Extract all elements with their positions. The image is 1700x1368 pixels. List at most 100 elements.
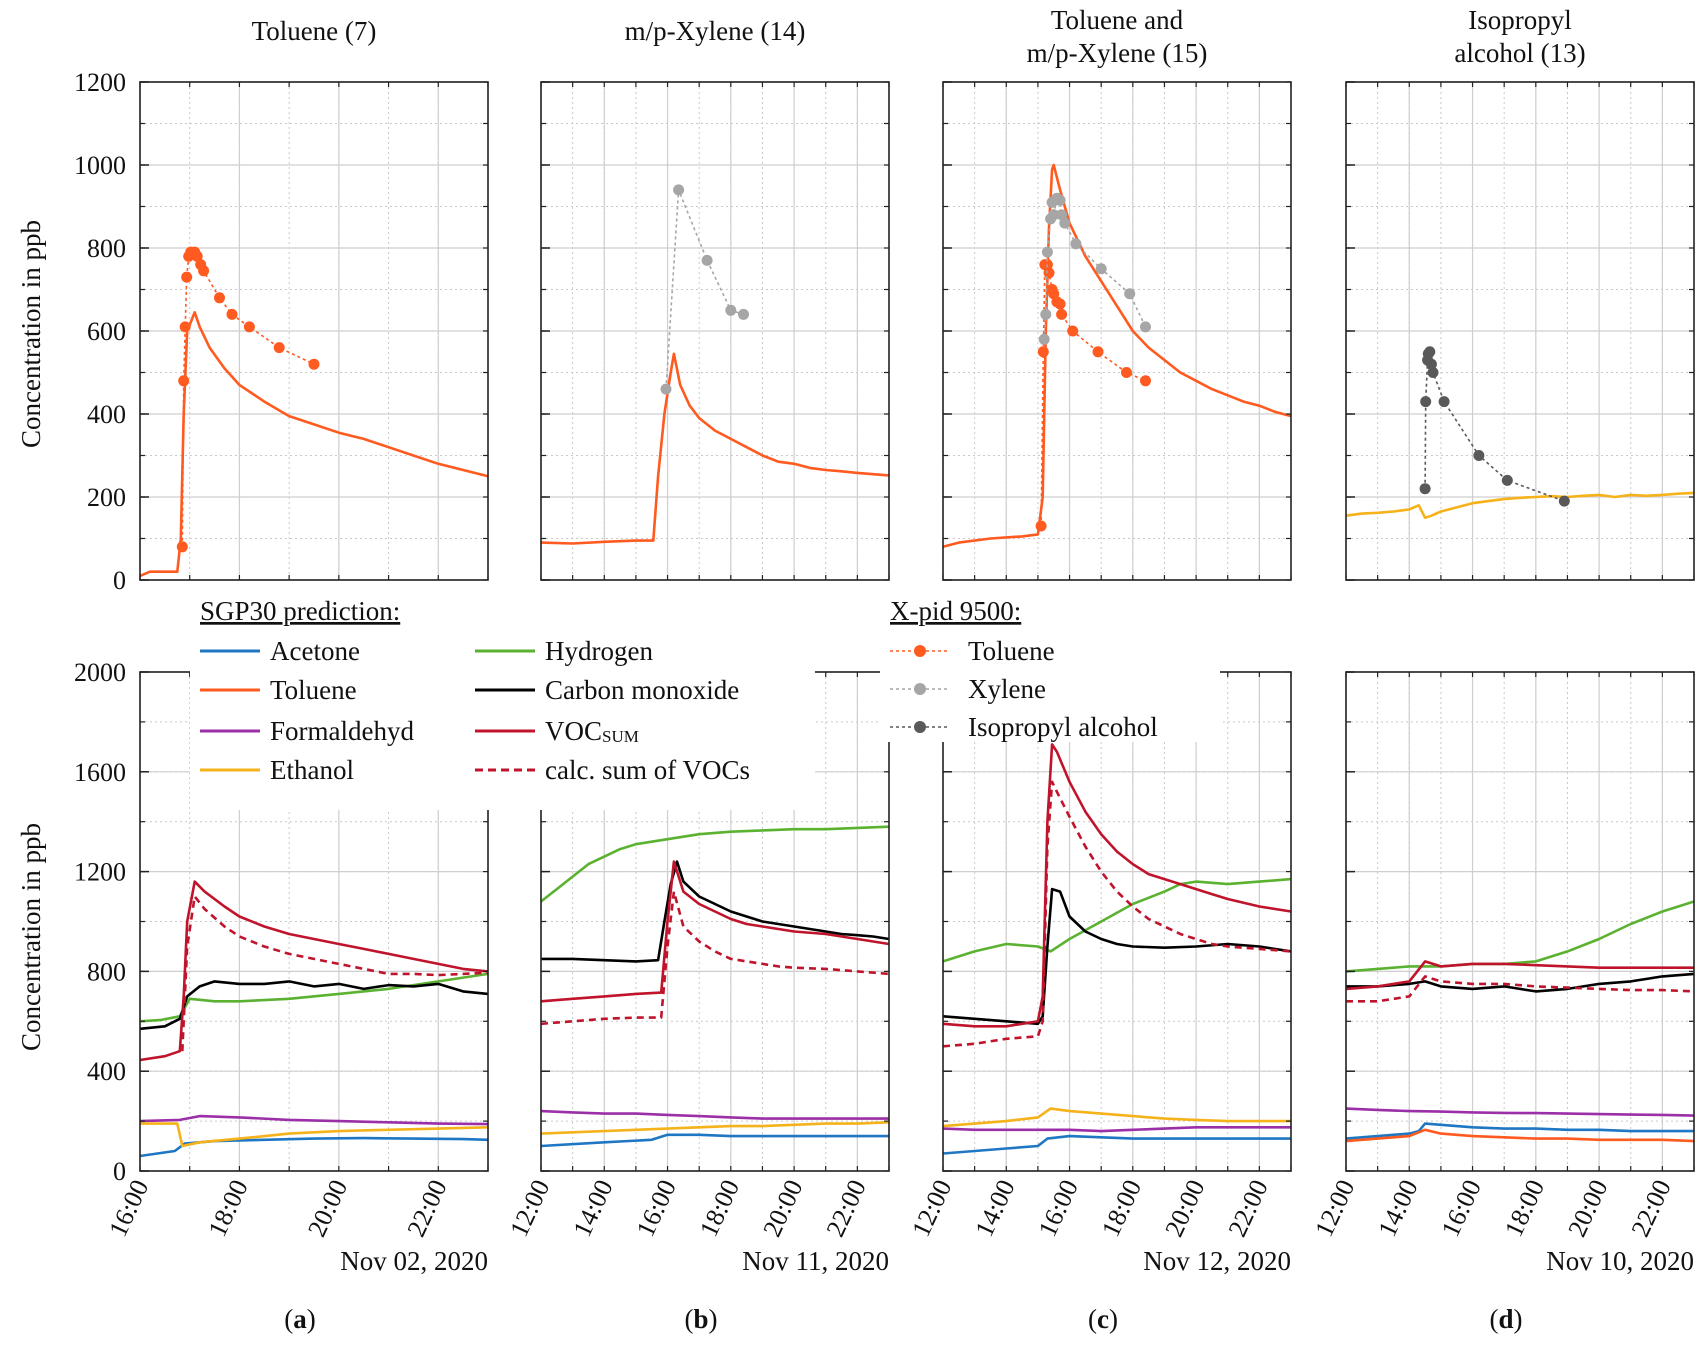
y-tick-label-a-top: 0 [113,566,126,595]
legend-label-hydrogen: Hydrogen [545,636,653,666]
series-x-pid-isopropyl-alcohol-d-top-marker [1473,450,1485,461]
chart-title-d: alcohol (13) [1454,38,1585,68]
series-voc-sum-c-bottom [942,743,1292,1028]
x-tick-label-d-bottom: 18:00 [1499,1175,1550,1241]
series-x-pid-isopropyl-alcohol-d-top-marker [1425,358,1437,370]
panel-letter-paren: ) [1514,1304,1523,1334]
series-voc-sum-d-bottom [1345,960,1694,991]
x-tick-label-c-bottom: 14:00 [969,1175,1020,1241]
panel-letter-d: (d) [1489,1304,1522,1334]
series-x-pid-xylene-c-top-marker [1048,209,1060,221]
x-tick-label-a-bottom: 20:00 [302,1175,353,1241]
series-x-pid-isopropyl-alcohol-d-top-marker [1419,483,1431,495]
legend-label-acetone: Acetone [270,636,360,666]
panel-letter-paren: ( [1088,1304,1097,1334]
x-tick-label-c-bottom: 22:00 [1223,1175,1274,1241]
series-calc-sum-of-vocs-a-bottom [181,895,489,1052]
series-calc-sum-of-vocs-d-bottom [1346,975,1695,1003]
legend: SGP30 prediction: X-pid 9500: Acetone To… [190,592,1220,810]
series-calc-sum-of-vocs-c-bottom [942,780,1292,1048]
x-tick-label-b-bottom: 22:00 [821,1175,872,1241]
legend-label-calc-sum: calc. sum of VOCs [545,755,750,785]
x-tick-label-c-bottom: 18:00 [1096,1175,1147,1241]
series-x-pid-xylene-c-top-marker [1041,246,1053,258]
series-x-pid-xylene-b-top-marker [738,308,749,320]
panel-letter-text: c [1097,1304,1109,1334]
chart-title-d: Isopropyl [1468,5,1572,35]
series-ethanol-c-bottom [942,1107,1291,1128]
series-toluene-d-bottom [1345,1128,1695,1143]
series-toluene-b-top [540,352,890,545]
date-label-a: Nov 02, 2020 [340,1246,488,1276]
legend-label-ethanol: Ethanol [270,755,354,785]
series-x-pid-toluene-a-top-marker [178,375,190,387]
legend-label-voc-sum-main: VOC [545,716,602,746]
series-x-pid-toluene-c-top-marker [1092,346,1104,358]
series-x-pid-xylene-b-top-line [665,189,744,390]
series-x-pid-xylene-b-top-marker [673,184,685,196]
date-label-c: Nov 12, 2020 [1143,1246,1291,1276]
x-tick-label-b-bottom: 18:00 [694,1175,745,1241]
x-tick-label-b-bottom: 14:00 [567,1175,618,1241]
legend-label-xpid-xylene: Xylene [968,674,1046,704]
legend-marker-xpid-isopropyl [914,721,926,733]
legend-background-xpid [880,592,1220,742]
series-x-pid-isopropyl-alcohol-d-top-marker [1558,495,1570,507]
series-formaldehyd-c-bottom [942,1126,1291,1133]
date-label-d: Nov 10, 2020 [1546,1246,1694,1276]
y-axis-label-bottom: Concentration in ppb [16,823,46,1051]
series-x-pid-toluene-a-top-line [181,251,315,547]
y-tick-label-a-bottom: 2000 [74,658,126,687]
x-tick-label-b-bottom: 20:00 [757,1175,808,1241]
series-formaldehyd-d-bottom [1345,1107,1695,1117]
series-x-pid-xylene-c-top-marker [1059,217,1071,229]
legend-background [190,592,815,810]
series-calc-sum-of-vocs-b-bottom [540,890,890,1026]
x-tick-label-c-bottom: 12:00 [906,1175,957,1241]
legend-title-sgp30: SGP30 prediction: [200,596,400,626]
series-x-pid-isopropyl-alcohol-d-top-marker [1501,474,1513,486]
chart-title-c: Toluene and [1051,5,1184,35]
panel-letter-c: (c) [1088,1304,1118,1334]
legend-label-voc-sum-sub: SUM [602,727,639,746]
panel-letter-text: a [293,1304,307,1334]
series-x-pid-toluene-a-top-marker [273,342,285,354]
series-ethanol-d-top [1345,491,1695,520]
y-tick-label-a-top: 200 [87,483,126,512]
y-tick-label-a-bottom: 1200 [74,858,126,887]
chart-title-c: m/p-Xylene (15) [1027,38,1208,68]
series-x-pid-toluene-a-top-marker [198,265,210,277]
series-x-pid-xylene-c-top-marker [1054,194,1066,206]
series-acetone-b-bottom [540,1133,889,1148]
panel-letter-paren: ) [1109,1304,1118,1334]
x-tick-label-d-bottom: 12:00 [1309,1175,1360,1241]
series-x-pid-toluene-a-top-marker [191,250,203,262]
chart-title-a: Toluene (7) [252,16,377,46]
series-x-pid-toluene-c-top-marker [1035,520,1047,532]
x-tick-label-c-bottom: 16:00 [1033,1175,1084,1241]
series-x-pid-isopropyl-alcohol-d-top-line [1424,349,1565,502]
series-hydrogen-b-bottom [540,825,890,903]
series-x-pid-xylene-c-top-marker [1038,333,1050,345]
legend-marker-xpid-xylene [914,683,926,695]
series-x-pid-xylene-b-top-marker [701,254,713,266]
series-ethanol-b-bottom [540,1121,890,1135]
chart-title-b: m/p-Xylene (14) [625,16,806,46]
y-tick-label-a-bottom: 400 [87,1057,126,1086]
x-tick-label-a-bottom: 22:00 [401,1175,452,1241]
panel-letter-b: (b) [684,1304,717,1334]
series-x-pid-xylene-c-top-marker [1056,209,1068,221]
series-x-pid-isopropyl-alcohol-d-top-marker [1424,346,1436,358]
y-tick-label-a-bottom: 0 [113,1157,126,1186]
frame-layer [139,81,1695,1172]
series-x-pid-xylene-c-top-marker [1140,321,1151,333]
series-x-pid-toluene-a-top-marker [179,321,191,333]
series-x-pid-toluene-c-top-marker [1067,325,1079,337]
y-tick-label-a-top: 400 [87,400,126,429]
series-x-pid-isopropyl-alcohol-d-top-marker [1427,367,1439,378]
series-x-pid-xylene-c-top-marker [1070,238,1082,250]
x-tick-label-b-bottom: 16:00 [631,1175,682,1241]
series-x-pid-toluene-c-top-marker [1121,367,1132,378]
y-tick-label-a-top: 800 [87,234,126,263]
series-x-pid-isopropyl-alcohol-d-top-marker [1438,396,1450,408]
